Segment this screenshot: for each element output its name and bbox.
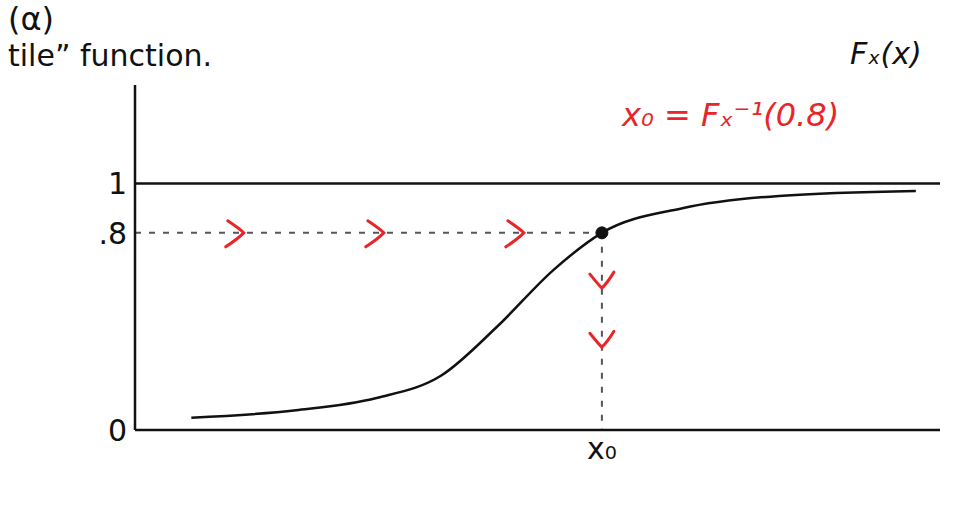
svg-text:x₀: x₀ xyxy=(587,431,617,466)
svg-text:0: 0 xyxy=(108,413,127,448)
html-text:Fₓ(x): Fₓ(x) xyxy=(850,36,922,71)
html-text:tile” function.: tile” function. xyxy=(8,38,213,73)
html-text:x₀ = Fₓ⁻¹(0.8): x₀ = Fₓ⁻¹(0.8) xyxy=(622,96,840,134)
svg-text:1: 1 xyxy=(108,166,127,201)
html-text:(α): (α) xyxy=(8,0,55,38)
svg-text:.8: .8 xyxy=(98,216,127,251)
